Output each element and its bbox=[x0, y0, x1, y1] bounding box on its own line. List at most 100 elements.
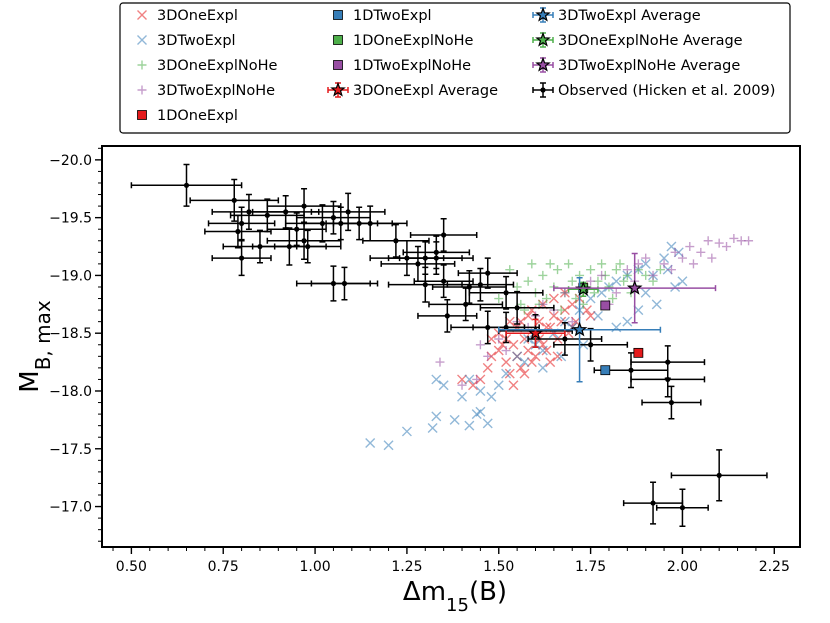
y-tick-label: −20.0 bbox=[49, 153, 92, 169]
series-observed-hicken-et-al-2009 bbox=[130, 163, 768, 527]
data-point-x bbox=[501, 357, 512, 368]
legend-marker-square bbox=[137, 110, 147, 120]
observed-point bbox=[301, 238, 307, 244]
legend-item-observed-hicken-et-al-2009: Observed (Hicken et al. 2009) bbox=[532, 82, 775, 99]
data-point-x bbox=[508, 339, 519, 350]
observed-point bbox=[183, 182, 190, 188]
data-point-plus bbox=[707, 253, 717, 263]
legend-label: 3DOneExpl Average bbox=[353, 83, 498, 99]
data-point-x bbox=[523, 345, 534, 356]
data-point-x bbox=[670, 281, 681, 292]
data-point-x bbox=[611, 322, 622, 333]
legend-marker-plus bbox=[137, 85, 147, 95]
legend-item-3dtwoexpl: 3DTwoExpl bbox=[137, 33, 236, 49]
observed-point bbox=[433, 255, 439, 261]
data-point-x bbox=[508, 380, 519, 391]
data-point-plus bbox=[560, 288, 570, 298]
x-tick-label: 0.75 bbox=[208, 559, 239, 575]
series-3dtwoexplnohe-average bbox=[553, 252, 717, 324]
observed-point bbox=[485, 270, 491, 276]
data-point-x bbox=[515, 362, 526, 373]
observed-point bbox=[239, 255, 245, 261]
legend-marker-x bbox=[137, 10, 147, 20]
data-point-plus bbox=[744, 236, 754, 246]
data-point-x bbox=[677, 276, 688, 287]
observed-point bbox=[588, 342, 594, 348]
data-point-plus bbox=[714, 238, 724, 248]
legend-label: Observed (Hicken et al. 2009) bbox=[558, 83, 775, 99]
data-point-plus bbox=[688, 259, 698, 269]
legend-item-1doneexplnohe: 1DOneExplNoHe bbox=[333, 33, 474, 49]
data-point-plus bbox=[703, 236, 713, 246]
series-1doneexpl bbox=[633, 347, 644, 358]
average-star bbox=[571, 321, 588, 337]
legend-marker-square bbox=[333, 10, 343, 20]
legend-label: 3DTwoExplNoHe Average bbox=[558, 58, 740, 74]
data-point-plus bbox=[611, 288, 621, 298]
legend-item-3dtwoexplnohe-average: 3DTwoExplNoHe Average bbox=[532, 56, 740, 74]
data-point-x bbox=[545, 357, 556, 368]
data-point-plus bbox=[608, 294, 618, 304]
legend-star-marker bbox=[535, 31, 551, 47]
observed-point bbox=[345, 209, 351, 215]
y-tick-label: −17.5 bbox=[49, 442, 92, 458]
data-point-x bbox=[552, 351, 563, 362]
observed-point bbox=[367, 220, 373, 227]
observed-point bbox=[264, 212, 270, 218]
x-label-main: Δm bbox=[403, 577, 446, 607]
observed-point bbox=[415, 261, 421, 267]
data-point-plus bbox=[604, 282, 614, 292]
legend-label: 1DOneExplNoHe bbox=[353, 33, 474, 49]
y-label-main: M bbox=[15, 370, 45, 392]
series-1dtwoexplnohe bbox=[600, 300, 611, 311]
data-point-plus bbox=[545, 259, 555, 269]
data-point-x bbox=[640, 258, 651, 269]
legend-star-marker bbox=[535, 6, 551, 22]
data-point-plus bbox=[475, 340, 485, 350]
data-point-plus bbox=[567, 276, 577, 286]
data-point-x bbox=[659, 253, 670, 264]
data-point-x bbox=[464, 374, 475, 385]
data-point-plus bbox=[722, 242, 732, 252]
series-1dtwoexpl bbox=[600, 365, 611, 376]
plot-frame bbox=[101, 145, 801, 548]
data-point-plus bbox=[670, 247, 680, 257]
legend-item-3doneexplnohe-average: 3DOneExplNoHe Average bbox=[532, 31, 743, 49]
observed-point bbox=[716, 472, 722, 478]
x-tick-label: 1.25 bbox=[391, 559, 422, 575]
data-point-plus bbox=[666, 265, 676, 275]
data-point-x bbox=[493, 345, 504, 356]
data-point-plus bbox=[677, 253, 687, 263]
data-point-plus bbox=[567, 317, 577, 327]
data-point-x bbox=[548, 310, 559, 321]
legend-item-3dtwoexpl-average: 3DTwoExpl Average bbox=[532, 6, 701, 24]
data-point-x bbox=[383, 440, 394, 451]
data-point-plus bbox=[553, 265, 563, 275]
x-tick-label: 0.50 bbox=[116, 559, 147, 575]
average-star bbox=[527, 324, 544, 340]
data-point-x bbox=[541, 345, 552, 356]
data-point-x bbox=[537, 362, 548, 373]
observed-point bbox=[665, 376, 671, 383]
data-point-plus bbox=[659, 259, 669, 269]
data-point-plus bbox=[696, 247, 706, 257]
legend-marker-square bbox=[333, 60, 343, 70]
data-point-plus bbox=[729, 233, 739, 243]
y-tick-label: −17.0 bbox=[49, 500, 92, 516]
observed-point bbox=[628, 367, 634, 373]
observed-point bbox=[514, 305, 520, 311]
x-tick-label: 1.50 bbox=[483, 559, 514, 575]
observed-point bbox=[246, 209, 252, 215]
data-point-x bbox=[475, 385, 486, 396]
data-point-x bbox=[530, 351, 541, 362]
data-point-plus bbox=[619, 276, 629, 286]
legend-label: 3DTwoExplNoHe bbox=[157, 83, 275, 99]
y-tick-label: −18.5 bbox=[49, 326, 92, 342]
observed-point bbox=[283, 209, 289, 215]
data-point-plus bbox=[472, 374, 482, 384]
y-tick-label: −19.5 bbox=[49, 211, 92, 227]
data-point-x bbox=[611, 276, 622, 287]
observed-point bbox=[231, 197, 237, 203]
data-point-x bbox=[622, 316, 633, 327]
